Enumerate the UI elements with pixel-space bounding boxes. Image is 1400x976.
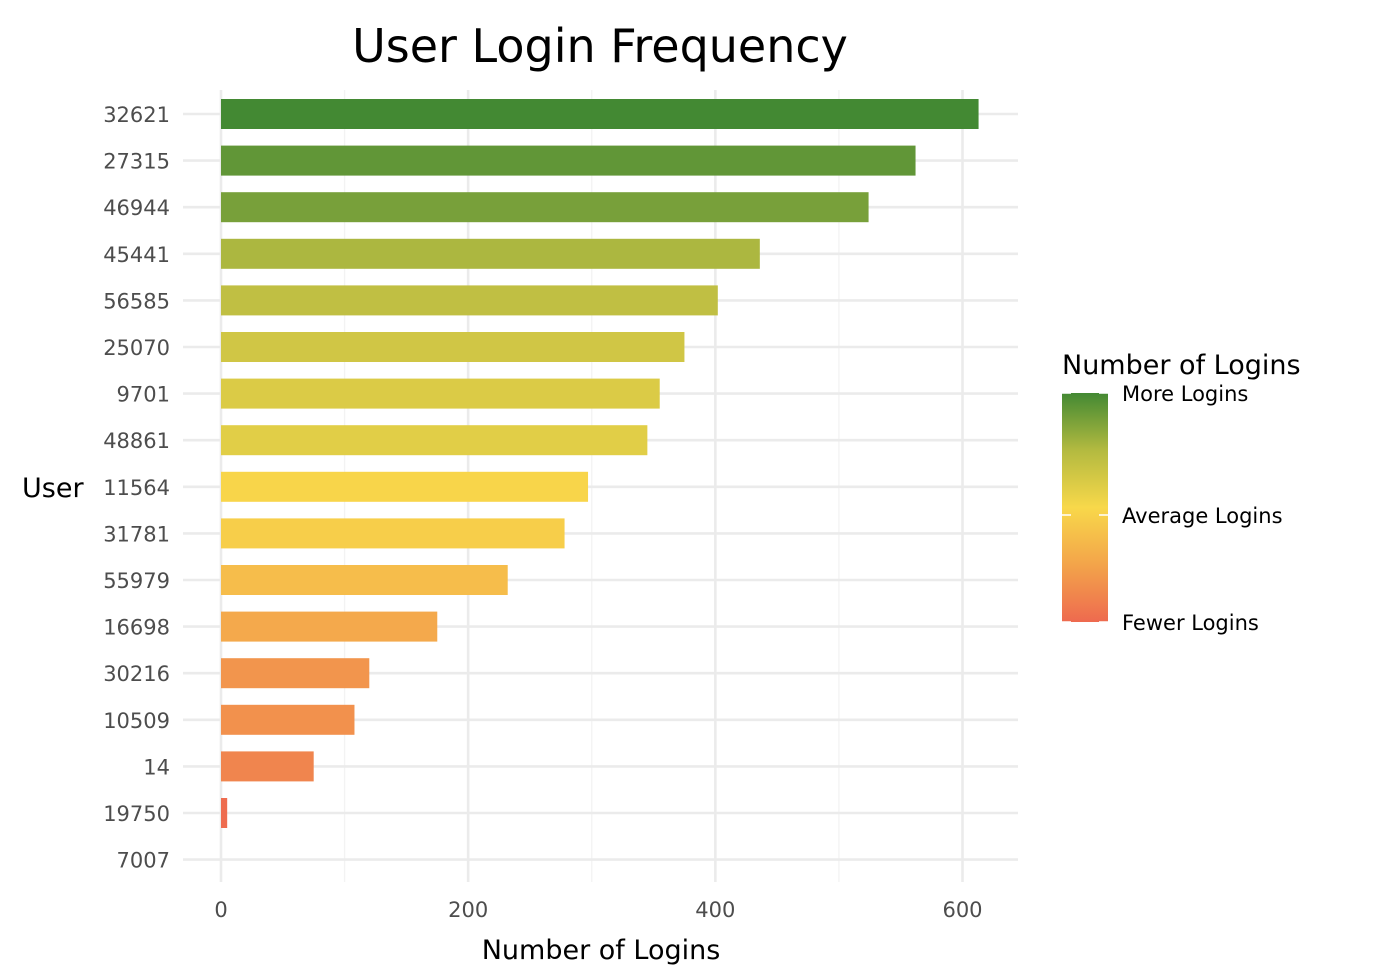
legend-label-average: Average Logins [1122,504,1283,528]
y-tick-label: 55979 [103,569,170,593]
legend: Number of Logins More Logins Average Log… [1062,350,1301,635]
y-tick-label: 46944 [103,196,170,220]
bar-25070 [221,332,685,362]
bar-27315 [221,145,916,176]
bar-30216 [221,658,370,689]
bar-10509 [221,704,355,735]
legend-label-more: More Logins [1122,382,1248,406]
y-tick-labels: 32621 27315 46944 45441 56585 25070 9701 48861 1… [103,103,170,873]
y-tick-label: 56585 [103,289,170,313]
x-axis-title: Number of Logins [482,935,721,966]
chart-title: User Login Frequency [352,19,848,73]
y-tick-label: 25070 [103,336,170,360]
bar-9701 [221,378,660,409]
bar-31781 [221,518,565,549]
x-tick-label: 0 [214,898,227,922]
y-tick-label: 10509 [103,709,170,733]
x-tick-label: 600 [942,898,982,922]
y-axis-title: User [22,473,84,504]
legend-label-fewer: Fewer Logins [1122,611,1259,635]
y-tick-label: 19750 [103,802,170,826]
bar-32621 [221,99,979,129]
bar-14 [221,751,314,782]
y-tick-label: 48861 [103,429,170,453]
x-tick-labels: 0 200 400 600 [214,898,982,922]
y-tick-label: 9701 [117,383,170,407]
bar-46944 [221,192,869,223]
bar-11564 [221,471,589,502]
legend-colorbar [1062,393,1108,622]
x-tick-label: 400 [695,898,735,922]
y-tick-label: 14 [143,755,170,779]
y-tick-label: 11564 [103,476,170,500]
bar-45441 [221,238,760,269]
y-tick-label: 30216 [103,662,170,686]
bars [221,99,979,828]
y-tick-label: 27315 [103,150,170,174]
bar-48861 [221,425,648,456]
y-tick-label: 16698 [103,616,170,640]
bar-19750 [221,798,228,828]
bar-16698 [221,611,438,642]
y-tick-label: 45441 [103,243,170,267]
x-tick-label: 200 [448,898,488,922]
y-tick-label: 31781 [103,522,170,546]
y-tick-label: 7007 [117,849,170,873]
bar-56585 [221,285,718,316]
y-tick-label: 32621 [103,103,170,127]
bar-55979 [221,565,508,595]
legend-title: Number of Logins [1062,350,1301,381]
